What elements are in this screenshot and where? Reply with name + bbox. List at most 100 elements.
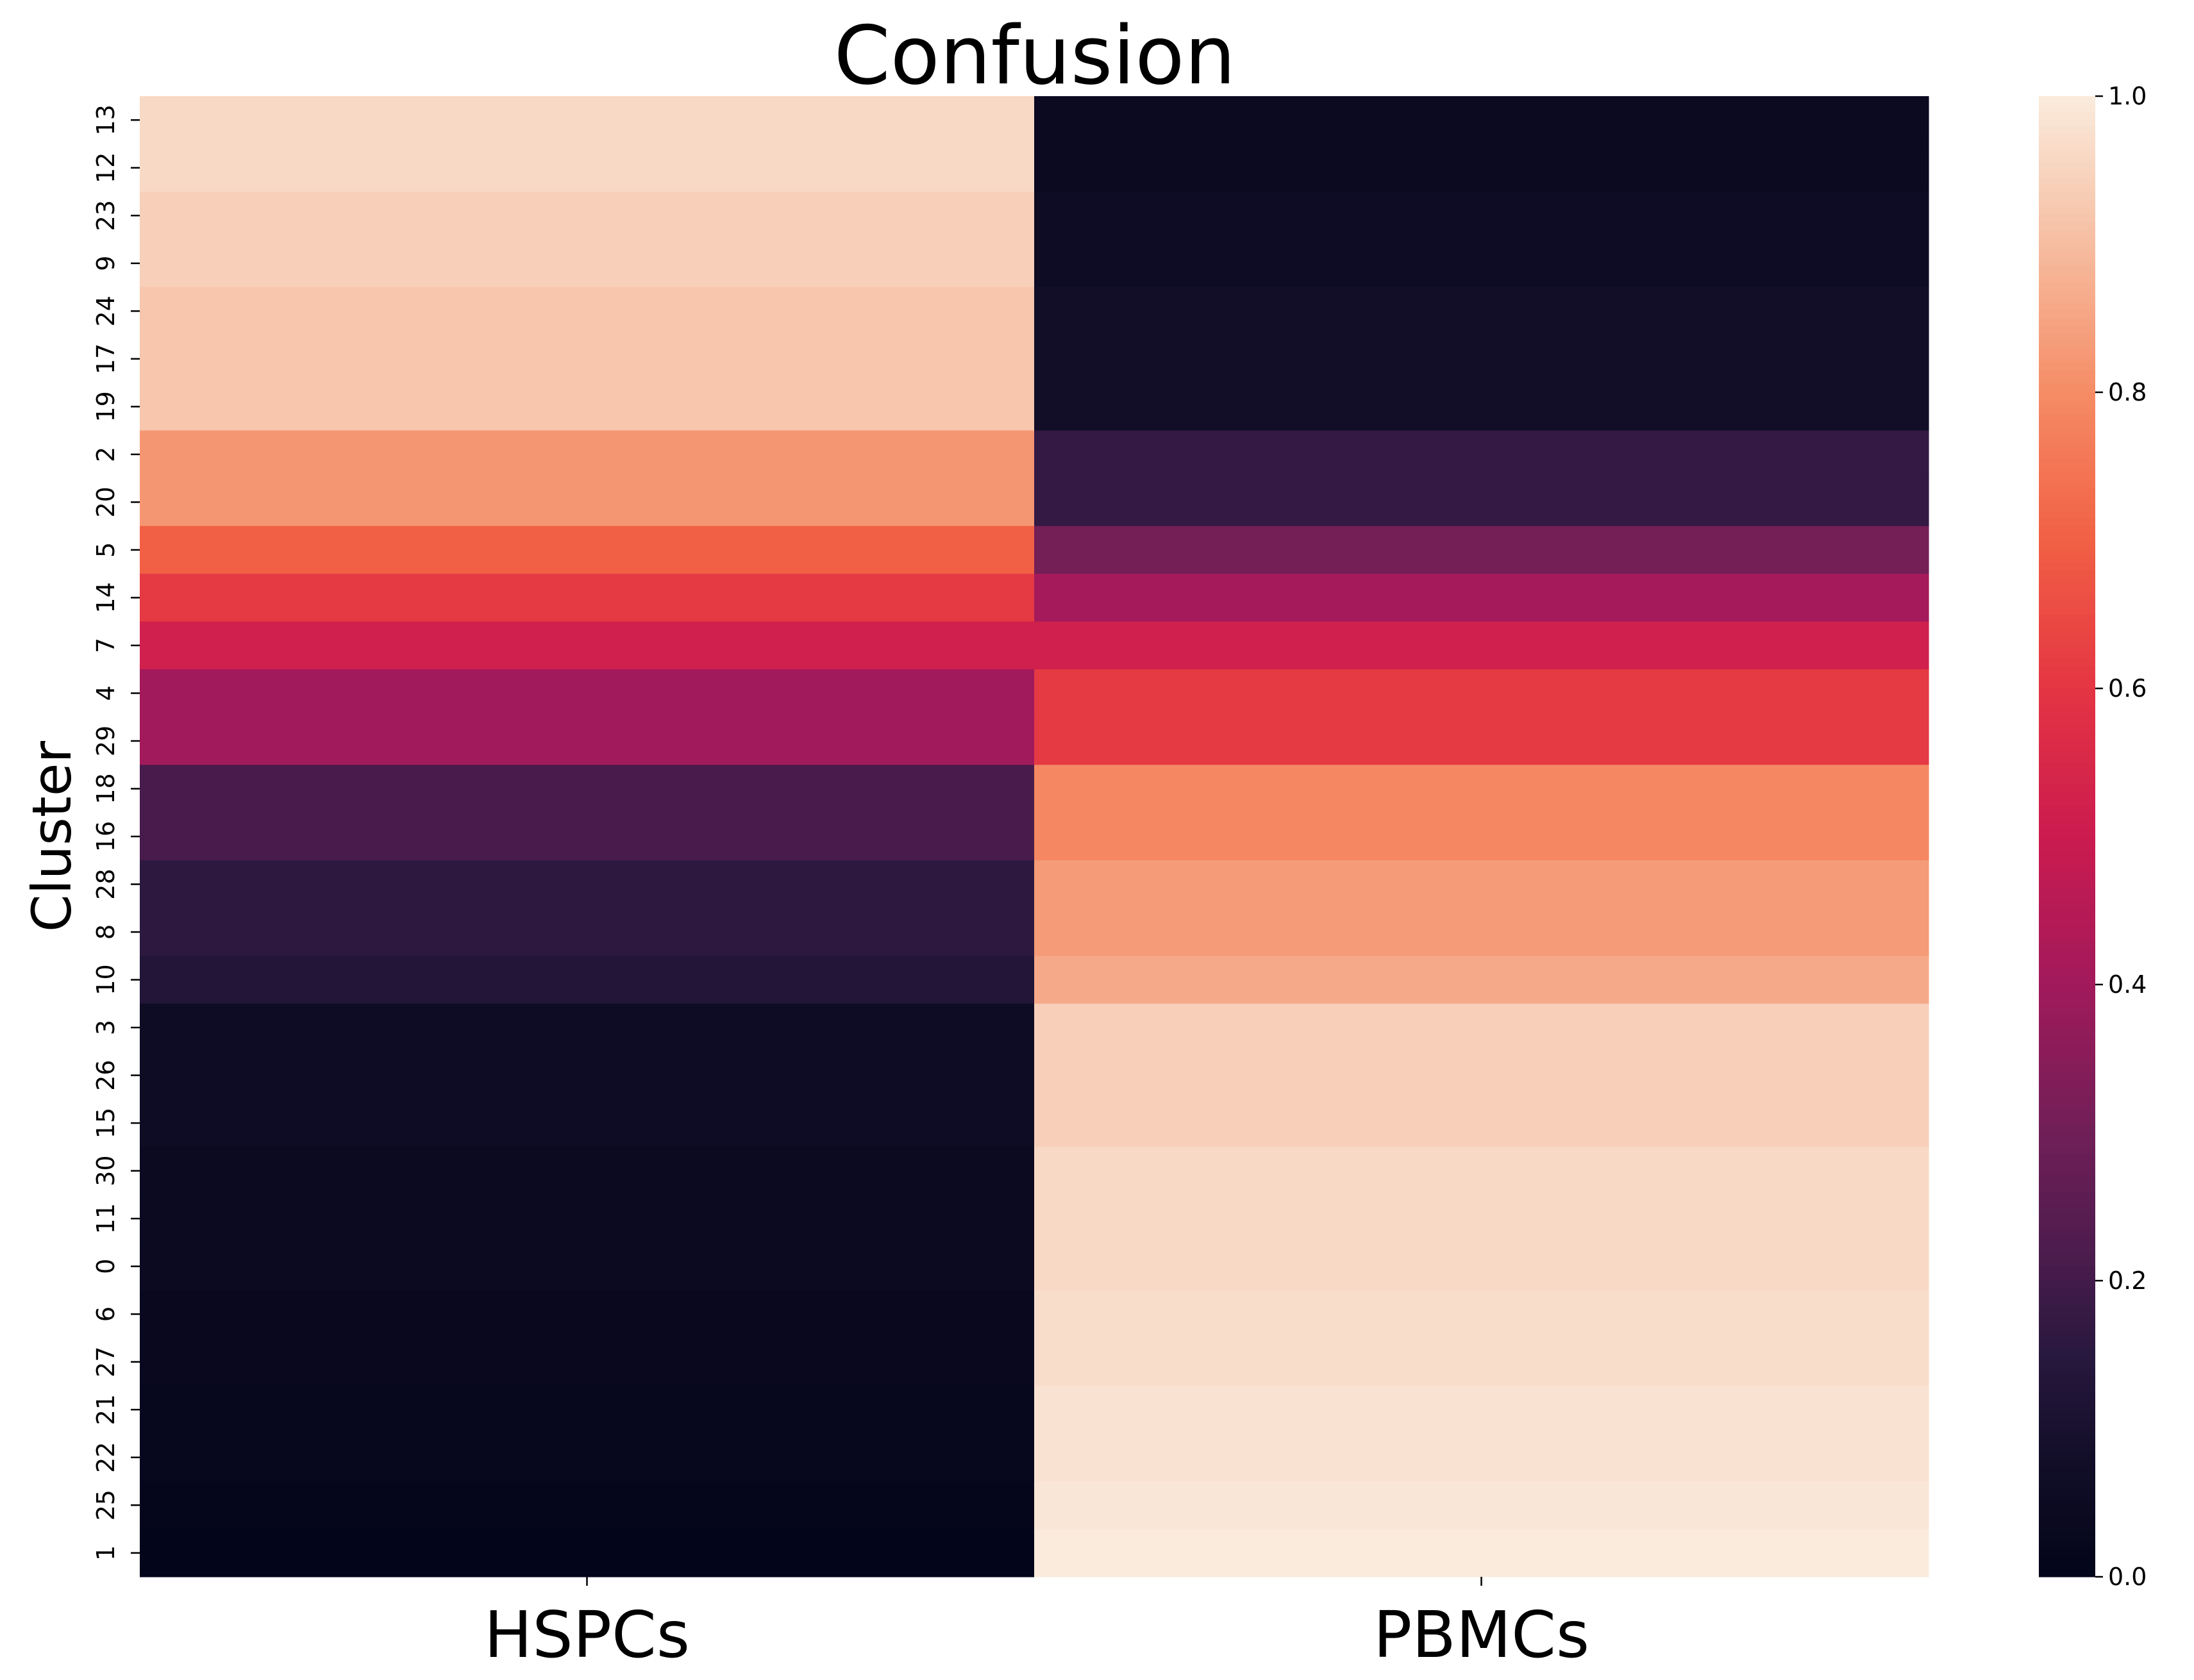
colorbar-segment	[2039, 133, 2095, 141]
colorbar-segment	[2039, 1473, 2095, 1481]
colorbar-segment	[2039, 999, 2095, 1008]
colorbar: 0.0 0.2 0.4 0.6 0.8 1.0	[2039, 82, 2147, 1591]
colorbar-segment	[2039, 1199, 2095, 1208]
colorbar-segment	[2039, 340, 2095, 349]
colorbar-segment	[2039, 562, 2095, 570]
colorbar-segment	[2039, 510, 2095, 519]
colorbar-segment	[2039, 1177, 2095, 1185]
colorbar-segment	[2039, 1288, 2095, 1296]
colorbar-segment	[2039, 1236, 2095, 1244]
colorbar-segment	[2039, 1451, 2095, 1459]
colorbar-segment	[2039, 1540, 2095, 1548]
colorbar-segment	[2039, 362, 2095, 370]
colorbar-segment	[2039, 518, 2095, 526]
colorbar-segment	[2039, 1125, 2095, 1133]
colorbar-segment	[2039, 281, 2095, 289]
colorbar-segment	[2039, 214, 2095, 222]
colorbar-segment	[2039, 881, 2095, 889]
y-tick-label: 23	[92, 200, 120, 231]
y-tick-label: 5	[92, 542, 120, 558]
colorbar-segment	[2039, 710, 2095, 719]
y-tick-label: 28	[92, 869, 120, 899]
colorbar-segment	[2039, 295, 2095, 304]
colorbar-segment	[2039, 1006, 2095, 1015]
colorbar-segment	[2039, 1488, 2095, 1496]
colorbar-segment	[2039, 785, 2095, 793]
colorbar-segment	[2039, 1251, 2095, 1259]
colorbar-segment	[2039, 821, 2095, 830]
y-tick-label: 8	[92, 924, 120, 940]
chart-title: Confusion	[834, 8, 1236, 103]
colorbar-segment	[2039, 1014, 2095, 1022]
colorbar-segment	[2039, 1406, 2095, 1415]
colorbar-segment	[2039, 1332, 2095, 1340]
colorbar-segment	[2039, 392, 2095, 401]
colorbar-segment	[2039, 636, 2095, 645]
colorbar-segment	[2039, 451, 2095, 460]
colorbar-segment	[2039, 1169, 2095, 1177]
colorbar-segment	[2039, 488, 2095, 497]
colorbar-segment	[2039, 274, 2095, 282]
colorbar-segment	[2039, 1088, 2095, 1096]
colorbar-segment	[2039, 437, 2095, 445]
y-tick-label: 1	[92, 1545, 120, 1561]
colorbar-segment	[2039, 570, 2095, 578]
colorbar-segment	[2039, 126, 2095, 134]
colorbar-segment	[2039, 1362, 2095, 1370]
colorbar-segment	[2039, 355, 2095, 363]
colorbar-segment	[2039, 192, 2095, 201]
y-tick-label: 0	[92, 1259, 120, 1274]
heatmap-cells	[140, 96, 1929, 1577]
colorbar-segment	[2039, 1265, 2095, 1274]
colorbar-segment	[2039, 1554, 2095, 1563]
y-axis-label: Cluster	[21, 740, 83, 932]
y-tick-label: 7	[92, 638, 120, 653]
colorbar-segment	[2039, 111, 2095, 119]
colorbar-segment	[2039, 1133, 2095, 1141]
colorbar-segment	[2039, 1110, 2095, 1119]
colorbar-segment	[2039, 251, 2095, 260]
colorbar-segment	[2039, 866, 2095, 874]
y-tick-label: 27	[92, 1346, 120, 1377]
colorbar-segment	[2039, 333, 2095, 341]
colorbar-segment	[2039, 1421, 2095, 1429]
heatmap-cell	[1034, 1194, 1929, 1243]
colorbar-segment	[2039, 259, 2095, 267]
y-tick-label: 26	[92, 1060, 120, 1090]
colorbar-segment	[2039, 303, 2095, 312]
heatmap-cell	[1034, 1147, 1929, 1195]
colorbar-segment	[2039, 777, 2095, 785]
heatmap-cell	[140, 1051, 1035, 1100]
heatmap-cell	[1034, 717, 1929, 765]
colorbar-segment	[2039, 96, 2095, 104]
colorbar-segment	[2039, 1377, 2095, 1385]
y-tick-label: 24	[92, 295, 120, 326]
colorbar-segment	[2039, 140, 2095, 149]
heatmap-cell	[140, 383, 1035, 431]
heatmap-cell	[1034, 574, 1929, 622]
colorbar-segment	[2039, 222, 2095, 230]
colorbar-segment	[2039, 1302, 2095, 1311]
y-tick-label: 30	[92, 1155, 120, 1186]
colorbar-segment	[2039, 733, 2095, 741]
colorbar-segment	[2039, 1436, 2095, 1444]
colorbar-segment	[2039, 985, 2095, 993]
colorbar-segment	[2039, 629, 2095, 637]
y-tick-label: 25	[92, 1490, 120, 1520]
heatmap-cell	[1034, 96, 1929, 145]
heatmap-cell	[1034, 860, 1929, 909]
y-tick-label: 17	[92, 344, 120, 374]
colorbar-segment	[2039, 1273, 2095, 1281]
y-tick-label: 16	[92, 821, 120, 852]
heatmap-cell	[140, 1385, 1035, 1435]
colorbar-segment	[2039, 466, 2095, 474]
colorbar-segment	[2039, 770, 2095, 778]
heatmap-cell	[1034, 430, 1929, 479]
colorbar-segment	[2039, 969, 2095, 978]
heatmap-cell	[140, 144, 1035, 192]
colorbar-segment	[2039, 673, 2095, 682]
y-tick-label: 2	[92, 447, 120, 462]
heatmap-cell	[1034, 1433, 1929, 1482]
colorbar-segment	[2039, 385, 2095, 393]
colorbar-segment	[2039, 1066, 2095, 1074]
